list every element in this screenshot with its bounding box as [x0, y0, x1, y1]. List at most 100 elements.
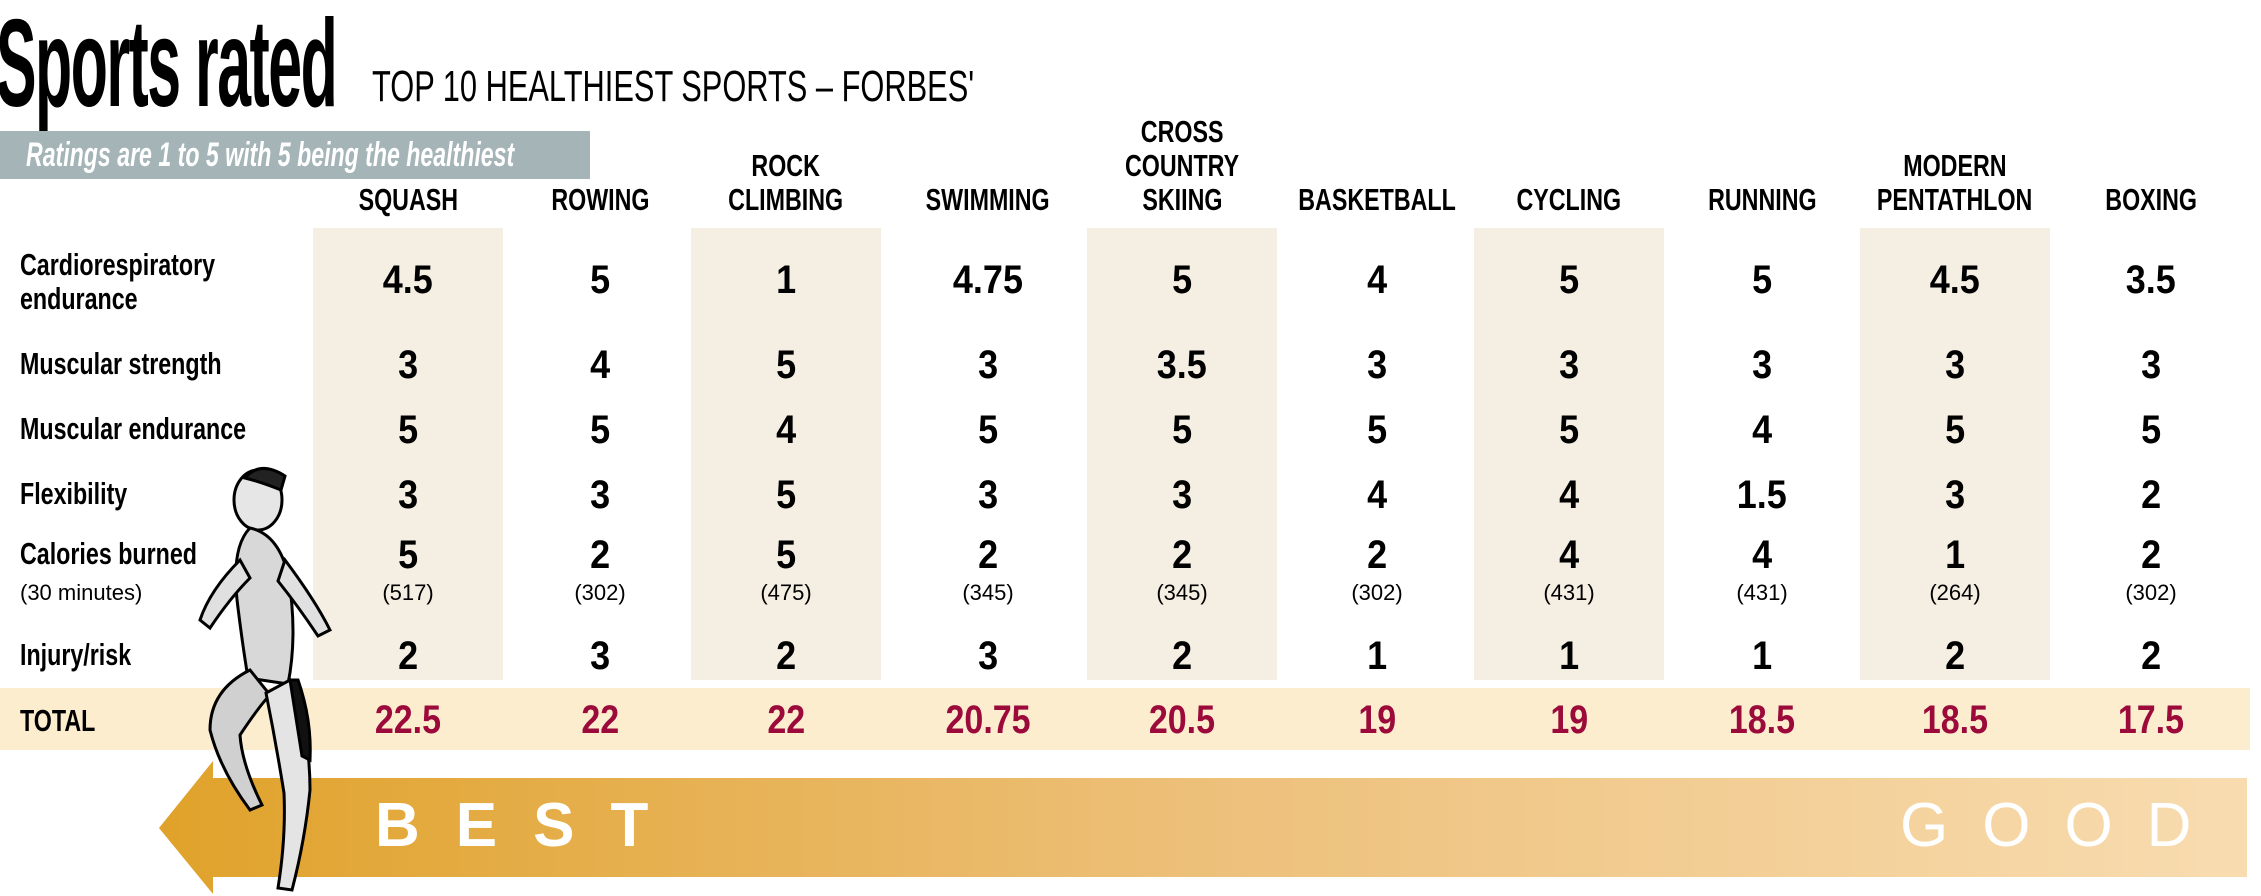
- total-cell-text: 20.5: [1148, 698, 1216, 742]
- calories-cell: (431): [1736, 580, 1788, 605]
- rating-cell: 4: [1277, 260, 1477, 300]
- row-label: Muscular endurance: [20, 412, 321, 446]
- column-header-text: RUNNING: [1707, 182, 1817, 217]
- rating-cell: 2: [2051, 636, 2251, 676]
- column-shade: [1087, 228, 1277, 680]
- total-cell-text: 18.5: [1728, 698, 1796, 742]
- column-header-text: SKIING: [1141, 182, 1223, 217]
- rating-cell-text: 3: [1366, 343, 1388, 387]
- best-label: BEST: [375, 791, 685, 860]
- rating-cell: 1: [1277, 636, 1477, 676]
- runner-figure: [198, 467, 333, 892]
- rating-cell-text: 5: [2140, 408, 2162, 452]
- rating-cell-text: 1: [1366, 634, 1388, 678]
- rating-cell-text: 4: [589, 343, 611, 387]
- rating-cell: 5: [500, 260, 700, 300]
- column-shade: [1474, 228, 1664, 680]
- rating-cell: 4: [1277, 475, 1477, 515]
- rating-cell: 4: [1469, 535, 1669, 575]
- rating-cell: 3: [888, 345, 1088, 385]
- rating-cell: 5: [1469, 260, 1669, 300]
- column-header-text: ROWING: [550, 182, 650, 217]
- rating-cell-text: 3: [1751, 343, 1773, 387]
- rating-cell: 2: [1277, 535, 1477, 575]
- rating-cell-text: 4: [1366, 258, 1388, 302]
- rating-cell-text: 1: [1558, 634, 1580, 678]
- row-label-text: Flexibility: [20, 476, 128, 511]
- column-header: SKIING: [1062, 183, 1302, 217]
- calories-cell: (302): [1351, 580, 1403, 605]
- calories-cell: (345): [962, 580, 1014, 605]
- row-label: Injury/risk: [20, 638, 168, 672]
- rating-cell: 1: [686, 260, 886, 300]
- rating-cell: 3.5: [2051, 260, 2251, 300]
- rating-cell-text: 4.75: [952, 258, 1024, 302]
- total-cell-text: 20.75: [945, 698, 1031, 742]
- row-label-text: endurance: [20, 281, 138, 316]
- rating-cell-text: 5: [1751, 258, 1773, 302]
- total-cell: 22: [500, 698, 700, 743]
- total-cell-text: 19: [1358, 698, 1396, 742]
- rating-cell-text: 4: [1751, 408, 1773, 452]
- rating-cell-text: 2: [1366, 533, 1388, 577]
- rating-cell: 4: [686, 410, 886, 450]
- row-label-text: Cardiorespiratory: [20, 247, 216, 282]
- calories-cell: (302): [2125, 580, 2177, 605]
- rating-cell-text: 5: [1366, 408, 1388, 452]
- rating-cell-text: 5: [1944, 408, 1966, 452]
- rating-cell: 5: [1469, 410, 1669, 450]
- rating-note-text: Ratings are 1 to 5 with 5 being the heal…: [26, 136, 515, 174]
- column-shade: [313, 228, 503, 680]
- column-header: SQUASH: [288, 183, 528, 217]
- rating-cell: 3: [308, 475, 508, 515]
- total-cell-text: 22: [581, 698, 619, 742]
- calories-cell: (345): [1156, 580, 1208, 605]
- rating-cell-text: 2: [2140, 533, 2162, 577]
- rating-cell: 1: [1855, 535, 2055, 575]
- column-header-text: BASKETBALL: [1298, 182, 1456, 217]
- rating-cell: 2: [1082, 636, 1282, 676]
- rating-cell: 2: [686, 636, 886, 676]
- rating-cell-text: 5: [1171, 258, 1193, 302]
- rating-cell: 5: [500, 410, 700, 450]
- rating-cell-text: 2: [2140, 473, 2162, 517]
- rating-cell-text: 5: [397, 408, 419, 452]
- rating-cell-text: 3.5: [1156, 343, 1208, 387]
- total-cell: 20.5: [1082, 698, 1282, 743]
- rating-cell: 3: [2051, 345, 2251, 385]
- rating-cell-text: 5: [775, 343, 797, 387]
- total-cell-text: 17.5: [2117, 698, 2185, 742]
- rating-cell: 3: [1082, 475, 1282, 515]
- rating-cell: 3: [308, 345, 508, 385]
- column-header-text: SWIMMING: [926, 182, 1050, 217]
- rating-cell: 5: [308, 535, 508, 575]
- rating-cell: 3: [888, 636, 1088, 676]
- rating-cell: 3: [1855, 345, 2055, 385]
- calories-cell: (475): [760, 580, 812, 605]
- total-cell: 19: [1277, 698, 1477, 743]
- rating-cell: 2: [1082, 535, 1282, 575]
- rating-cell-text: 2: [1171, 634, 1193, 678]
- rating-cell-text: 2: [775, 634, 797, 678]
- row-label-text: Calories burned: [20, 536, 197, 571]
- rating-cell-text: 3: [977, 343, 999, 387]
- rating-cell-text: 5: [1558, 258, 1580, 302]
- row-label-text: Injury/risk: [20, 637, 132, 672]
- column-header: PENTATHLON: [1835, 183, 2075, 217]
- total-cell-text: 22.5: [374, 698, 442, 742]
- rating-cell-text: 1.5: [1736, 473, 1788, 517]
- rating-cell: 3.5: [1082, 345, 1282, 385]
- total-cell: 17.5: [2051, 698, 2251, 743]
- column-header: SWIMMING: [868, 183, 1108, 217]
- column-header-text: ROCK: [751, 148, 821, 183]
- row-label-text: Muscular strength: [20, 346, 222, 381]
- total-row-band: [0, 688, 2250, 750]
- rating-cell-text: 5: [775, 473, 797, 517]
- column-header: MODERN: [1835, 149, 2075, 183]
- rating-cell: 5: [1277, 410, 1477, 450]
- rating-note-banner: [0, 131, 590, 179]
- total-cell: 18.5: [1855, 698, 2055, 743]
- rating-cell: 5: [888, 410, 1088, 450]
